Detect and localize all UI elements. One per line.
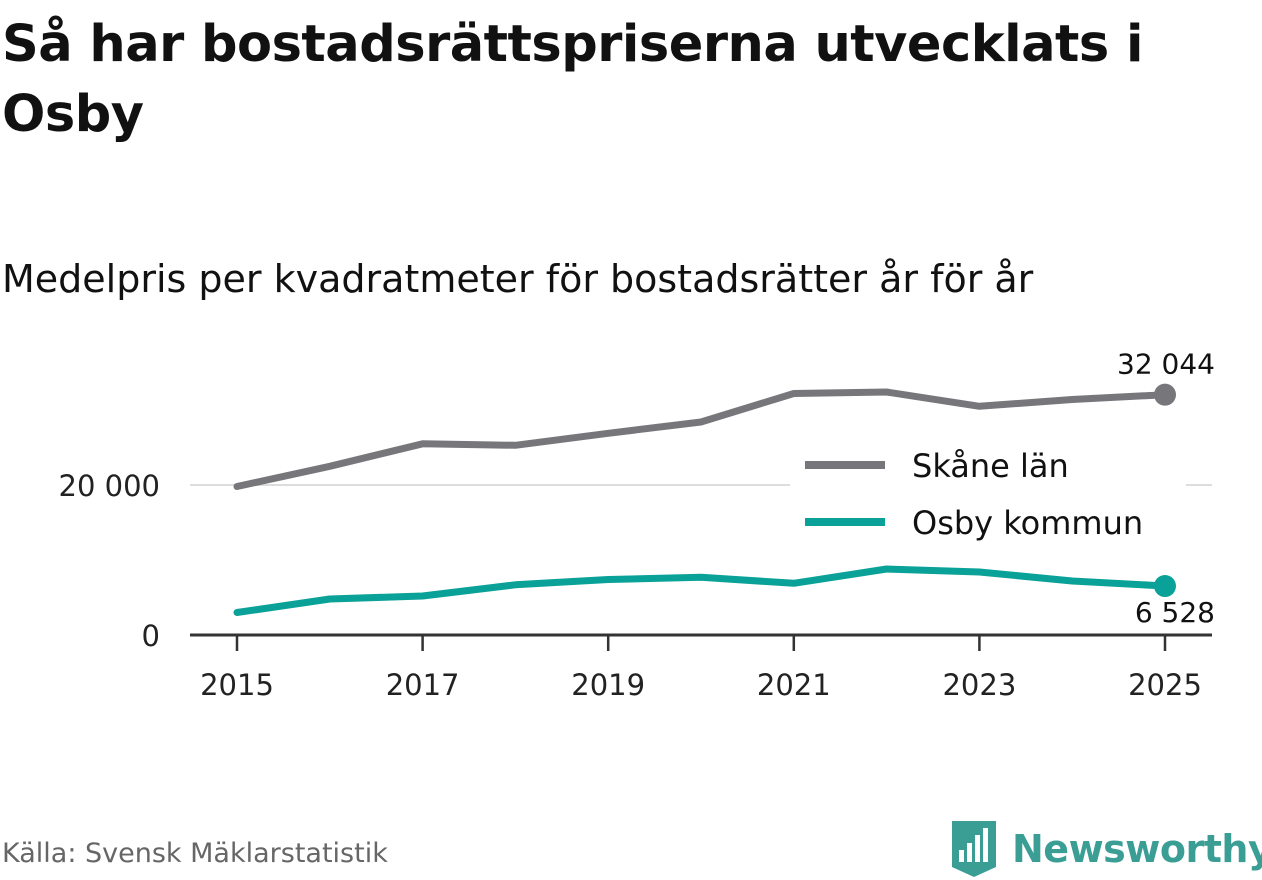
y-tick-label: 20 000 [59, 469, 160, 503]
x-tick-label: 2015 [200, 668, 274, 702]
legend-label-osby: Osby kommun [912, 504, 1143, 542]
series-line-osby [233, 565, 1169, 616]
x-tick-label: 2019 [571, 668, 645, 702]
end-value-label-skane: 32 044 [1117, 348, 1215, 381]
legend-label-skane: Skåne län [912, 447, 1069, 485]
brand-name: Newsworthy [1012, 827, 1262, 871]
end-value-label-osby: 6 528 [1135, 596, 1215, 629]
y-tick-label: 0 [142, 619, 160, 653]
end-marker-skane [1154, 383, 1176, 406]
x-tick-label: 2017 [386, 668, 460, 702]
end-marker-osby [1154, 575, 1176, 598]
x-tick-label: 2023 [942, 668, 1016, 702]
x-tick-label: 2025 [1128, 668, 1202, 702]
brand-logo: Newsworthy [950, 818, 1262, 880]
legend-background [790, 436, 1186, 558]
newsworthy-logo-icon [952, 821, 996, 877]
chart-title: Så har bostadsrättspriserna utvecklats i… [2, 15, 1144, 144]
source-note: Källa: Svensk Mäklarstatistik [2, 838, 388, 869]
x-tick-label: 2021 [757, 668, 831, 702]
series-line-skane [233, 388, 1169, 490]
chart-subtitle: Medelpris per kvadratmeter för bostadsrä… [2, 257, 1034, 301]
